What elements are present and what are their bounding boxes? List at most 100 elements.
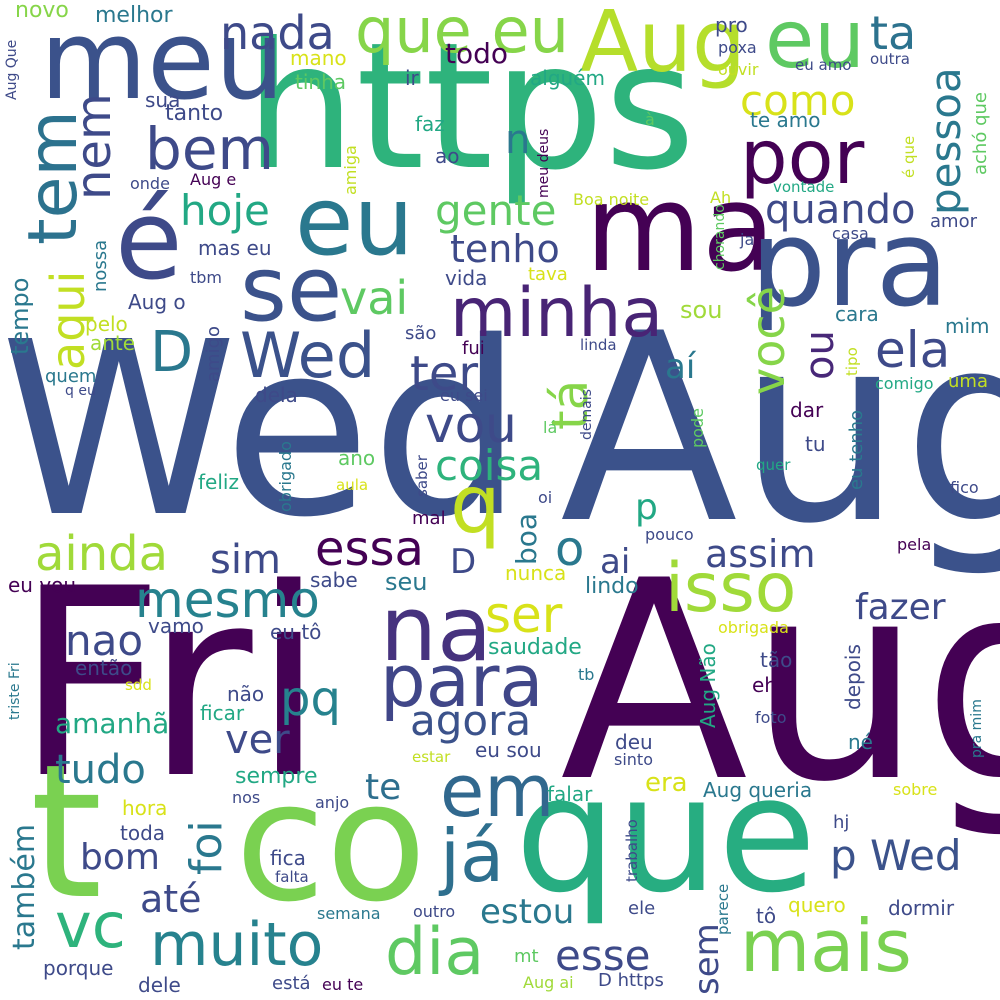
word: estar xyxy=(412,748,451,766)
word: depois xyxy=(841,644,865,710)
word: sou xyxy=(680,296,723,324)
word: mano xyxy=(290,46,347,70)
word: https xyxy=(245,6,696,209)
word: amanhã xyxy=(55,707,170,740)
word: chorando xyxy=(712,204,728,270)
word: onde xyxy=(130,174,170,193)
word: o xyxy=(555,521,585,577)
word: já xyxy=(440,814,505,898)
word: Wed xyxy=(240,319,376,392)
word: eu amo xyxy=(795,56,852,74)
word: quer xyxy=(756,456,791,474)
word: triste Fri xyxy=(7,662,23,720)
word: dormir xyxy=(888,896,955,920)
word: Aug o xyxy=(128,290,186,314)
word: vontade xyxy=(773,178,835,196)
word: saber xyxy=(413,455,431,497)
word: também xyxy=(7,823,42,950)
word: dela xyxy=(255,383,298,407)
word: tbm xyxy=(190,268,223,287)
word: tinha xyxy=(295,70,347,94)
word: achó que xyxy=(970,92,991,175)
word: tô xyxy=(756,904,777,928)
word: n xyxy=(505,117,531,163)
word: hora xyxy=(122,796,168,820)
word: vc xyxy=(55,889,126,962)
word: ante xyxy=(90,331,136,355)
word: aí xyxy=(665,347,696,387)
word: pelo xyxy=(85,312,128,336)
word: ter xyxy=(410,346,479,402)
word: dar xyxy=(790,398,824,422)
word: sinto xyxy=(614,750,653,769)
word: mt xyxy=(514,946,539,967)
word: casa xyxy=(832,224,869,243)
word: tipo xyxy=(843,347,861,376)
word: é xyxy=(115,176,183,304)
word: eu vou xyxy=(8,573,77,597)
word: linda xyxy=(580,336,617,354)
word: era xyxy=(645,768,688,798)
word: obrigado xyxy=(276,441,295,512)
word: hj xyxy=(833,812,850,833)
word: D xyxy=(150,320,194,385)
word: tu xyxy=(805,432,826,456)
word: eu tenho xyxy=(846,409,867,490)
word: não xyxy=(227,682,265,706)
word: sempre xyxy=(235,764,318,789)
word: lá xyxy=(543,418,558,437)
word: te xyxy=(365,767,402,808)
word: tão xyxy=(760,648,793,672)
word: eu xyxy=(295,167,414,277)
word: mim xyxy=(945,314,990,338)
word: foi xyxy=(181,820,232,875)
word: que xyxy=(515,741,817,928)
word: pra xyxy=(750,195,950,334)
word: que eu xyxy=(355,0,569,67)
word: ficar xyxy=(200,701,245,725)
word: falar xyxy=(547,782,593,806)
word: quero xyxy=(788,893,846,917)
word: Aug Que xyxy=(4,39,20,100)
word: obrigada xyxy=(718,618,789,637)
word: te amo xyxy=(750,108,821,132)
word: tempo xyxy=(6,277,34,355)
word: Aug xyxy=(560,279,1000,581)
word: faz xyxy=(415,112,445,136)
word: alguém xyxy=(530,66,605,90)
word: até xyxy=(140,877,202,921)
word: ano xyxy=(338,446,376,470)
word: p Wed xyxy=(830,831,962,880)
word: eh xyxy=(752,673,777,697)
word: está xyxy=(272,973,311,994)
word: eu te xyxy=(322,975,364,994)
word: pq xyxy=(280,671,341,727)
word: hoje xyxy=(180,186,270,235)
word: eu tô xyxy=(270,620,322,644)
word: dele xyxy=(138,973,181,997)
word: fui xyxy=(462,338,485,359)
word: tudo xyxy=(55,747,146,793)
word: Wed xyxy=(0,290,524,570)
word: ouvir xyxy=(718,60,759,79)
word: feliz xyxy=(198,470,239,494)
word: demais xyxy=(579,389,595,440)
word: gente xyxy=(435,186,557,235)
word: ai xyxy=(600,542,631,582)
word: lindo xyxy=(585,574,639,599)
word: são xyxy=(405,323,437,344)
word: melhor xyxy=(95,3,173,28)
word: em xyxy=(440,749,555,833)
word: então xyxy=(75,656,133,680)
word: saudade xyxy=(488,635,582,660)
word: vida xyxy=(445,266,488,290)
word: nem xyxy=(66,93,122,200)
word: sabe xyxy=(310,568,358,592)
word: co xyxy=(235,746,427,938)
word: pra mim xyxy=(969,699,985,758)
word: nos xyxy=(232,788,261,807)
word: sim xyxy=(210,537,281,583)
word: bem xyxy=(145,115,274,183)
word: ele xyxy=(628,898,656,919)
word: fico xyxy=(950,478,979,497)
